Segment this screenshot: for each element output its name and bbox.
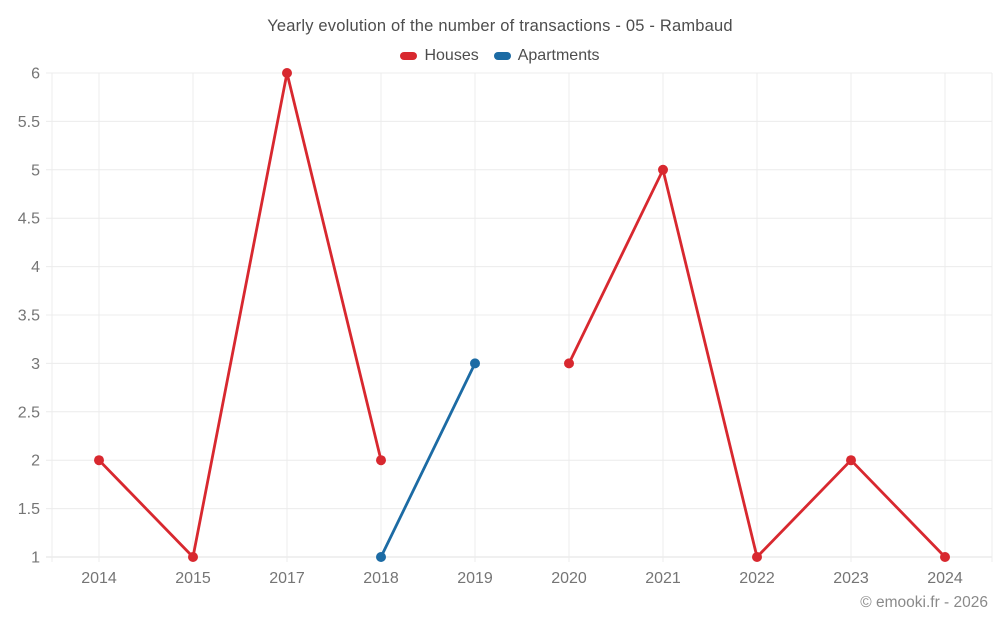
y-tick-label: 2.5 (18, 404, 40, 421)
data-point-houses-2018[interactable] (376, 455, 386, 466)
apartments-series-swatch-icon (493, 52, 511, 60)
houses-series-swatch-icon (400, 52, 418, 60)
y-tick-label: 3.5 (18, 308, 40, 325)
y-tick-label: 4.5 (18, 211, 40, 228)
y-tick-label: 1.5 (18, 501, 40, 518)
x-tick-label: 2022 (739, 570, 775, 587)
legend-label-apartments: Apartments (517, 47, 600, 64)
y-tick-label: 6 (31, 66, 40, 83)
copyright-text: © emooki.fr - 2026 (860, 594, 988, 611)
data-point-houses-2020[interactable] (564, 358, 574, 369)
gridlines (46, 72, 993, 562)
y-tick-label: 2 (31, 453, 40, 470)
series-houses (94, 68, 950, 562)
data-point-houses-2024[interactable] (940, 552, 950, 562)
data-point-apartments-2018[interactable] (376, 552, 386, 562)
data-point-houses-2021[interactable] (658, 164, 668, 175)
x-tick-label: 2017 (269, 570, 305, 587)
data-point-houses-2014[interactable] (94, 455, 104, 466)
x-tick-label: 2019 (457, 570, 493, 587)
x-tick-label: 2014 (81, 570, 117, 587)
data-point-apartments-2019[interactable] (470, 358, 480, 369)
y-tick-label: 5 (31, 162, 40, 179)
y-tick-label: 3 (31, 356, 40, 373)
x-tick-label: 2023 (833, 570, 869, 587)
data-point-houses-2017[interactable] (282, 68, 292, 78)
y-tick-label: 4 (31, 259, 40, 276)
series-apartments (376, 358, 480, 562)
x-tick-label: 2018 (363, 570, 399, 587)
legend-item-houses[interactable]: Houses (400, 47, 479, 65)
x-axis-labels: 2014 2015 2017 2018 2019 2020 2021 2022 2023 2024 (81, 570, 963, 587)
chart-legend: Houses Apartments (0, 47, 1000, 65)
x-tick-label: 2024 (927, 570, 963, 587)
y-tick-label: 1 (31, 550, 40, 567)
legend-label-houses: Houses (424, 47, 479, 64)
x-tick-label: 2020 (551, 570, 587, 587)
y-tick-label: 5.5 (18, 114, 40, 131)
x-tick-label: 2021 (645, 570, 681, 587)
legend-item-apartments[interactable]: Apartments (493, 47, 600, 65)
chart-title: Yearly evolution of the number of transa… (267, 17, 733, 35)
data-point-houses-2022[interactable] (752, 552, 762, 562)
y-axis-labels: 1 1.5 2 2.5 3 3.5 4 4.5 5 5.5 6 (18, 66, 40, 567)
data-point-houses-2023[interactable] (846, 455, 856, 466)
data-point-houses-2015[interactable] (188, 552, 198, 562)
x-tick-label: 2015 (175, 570, 211, 587)
